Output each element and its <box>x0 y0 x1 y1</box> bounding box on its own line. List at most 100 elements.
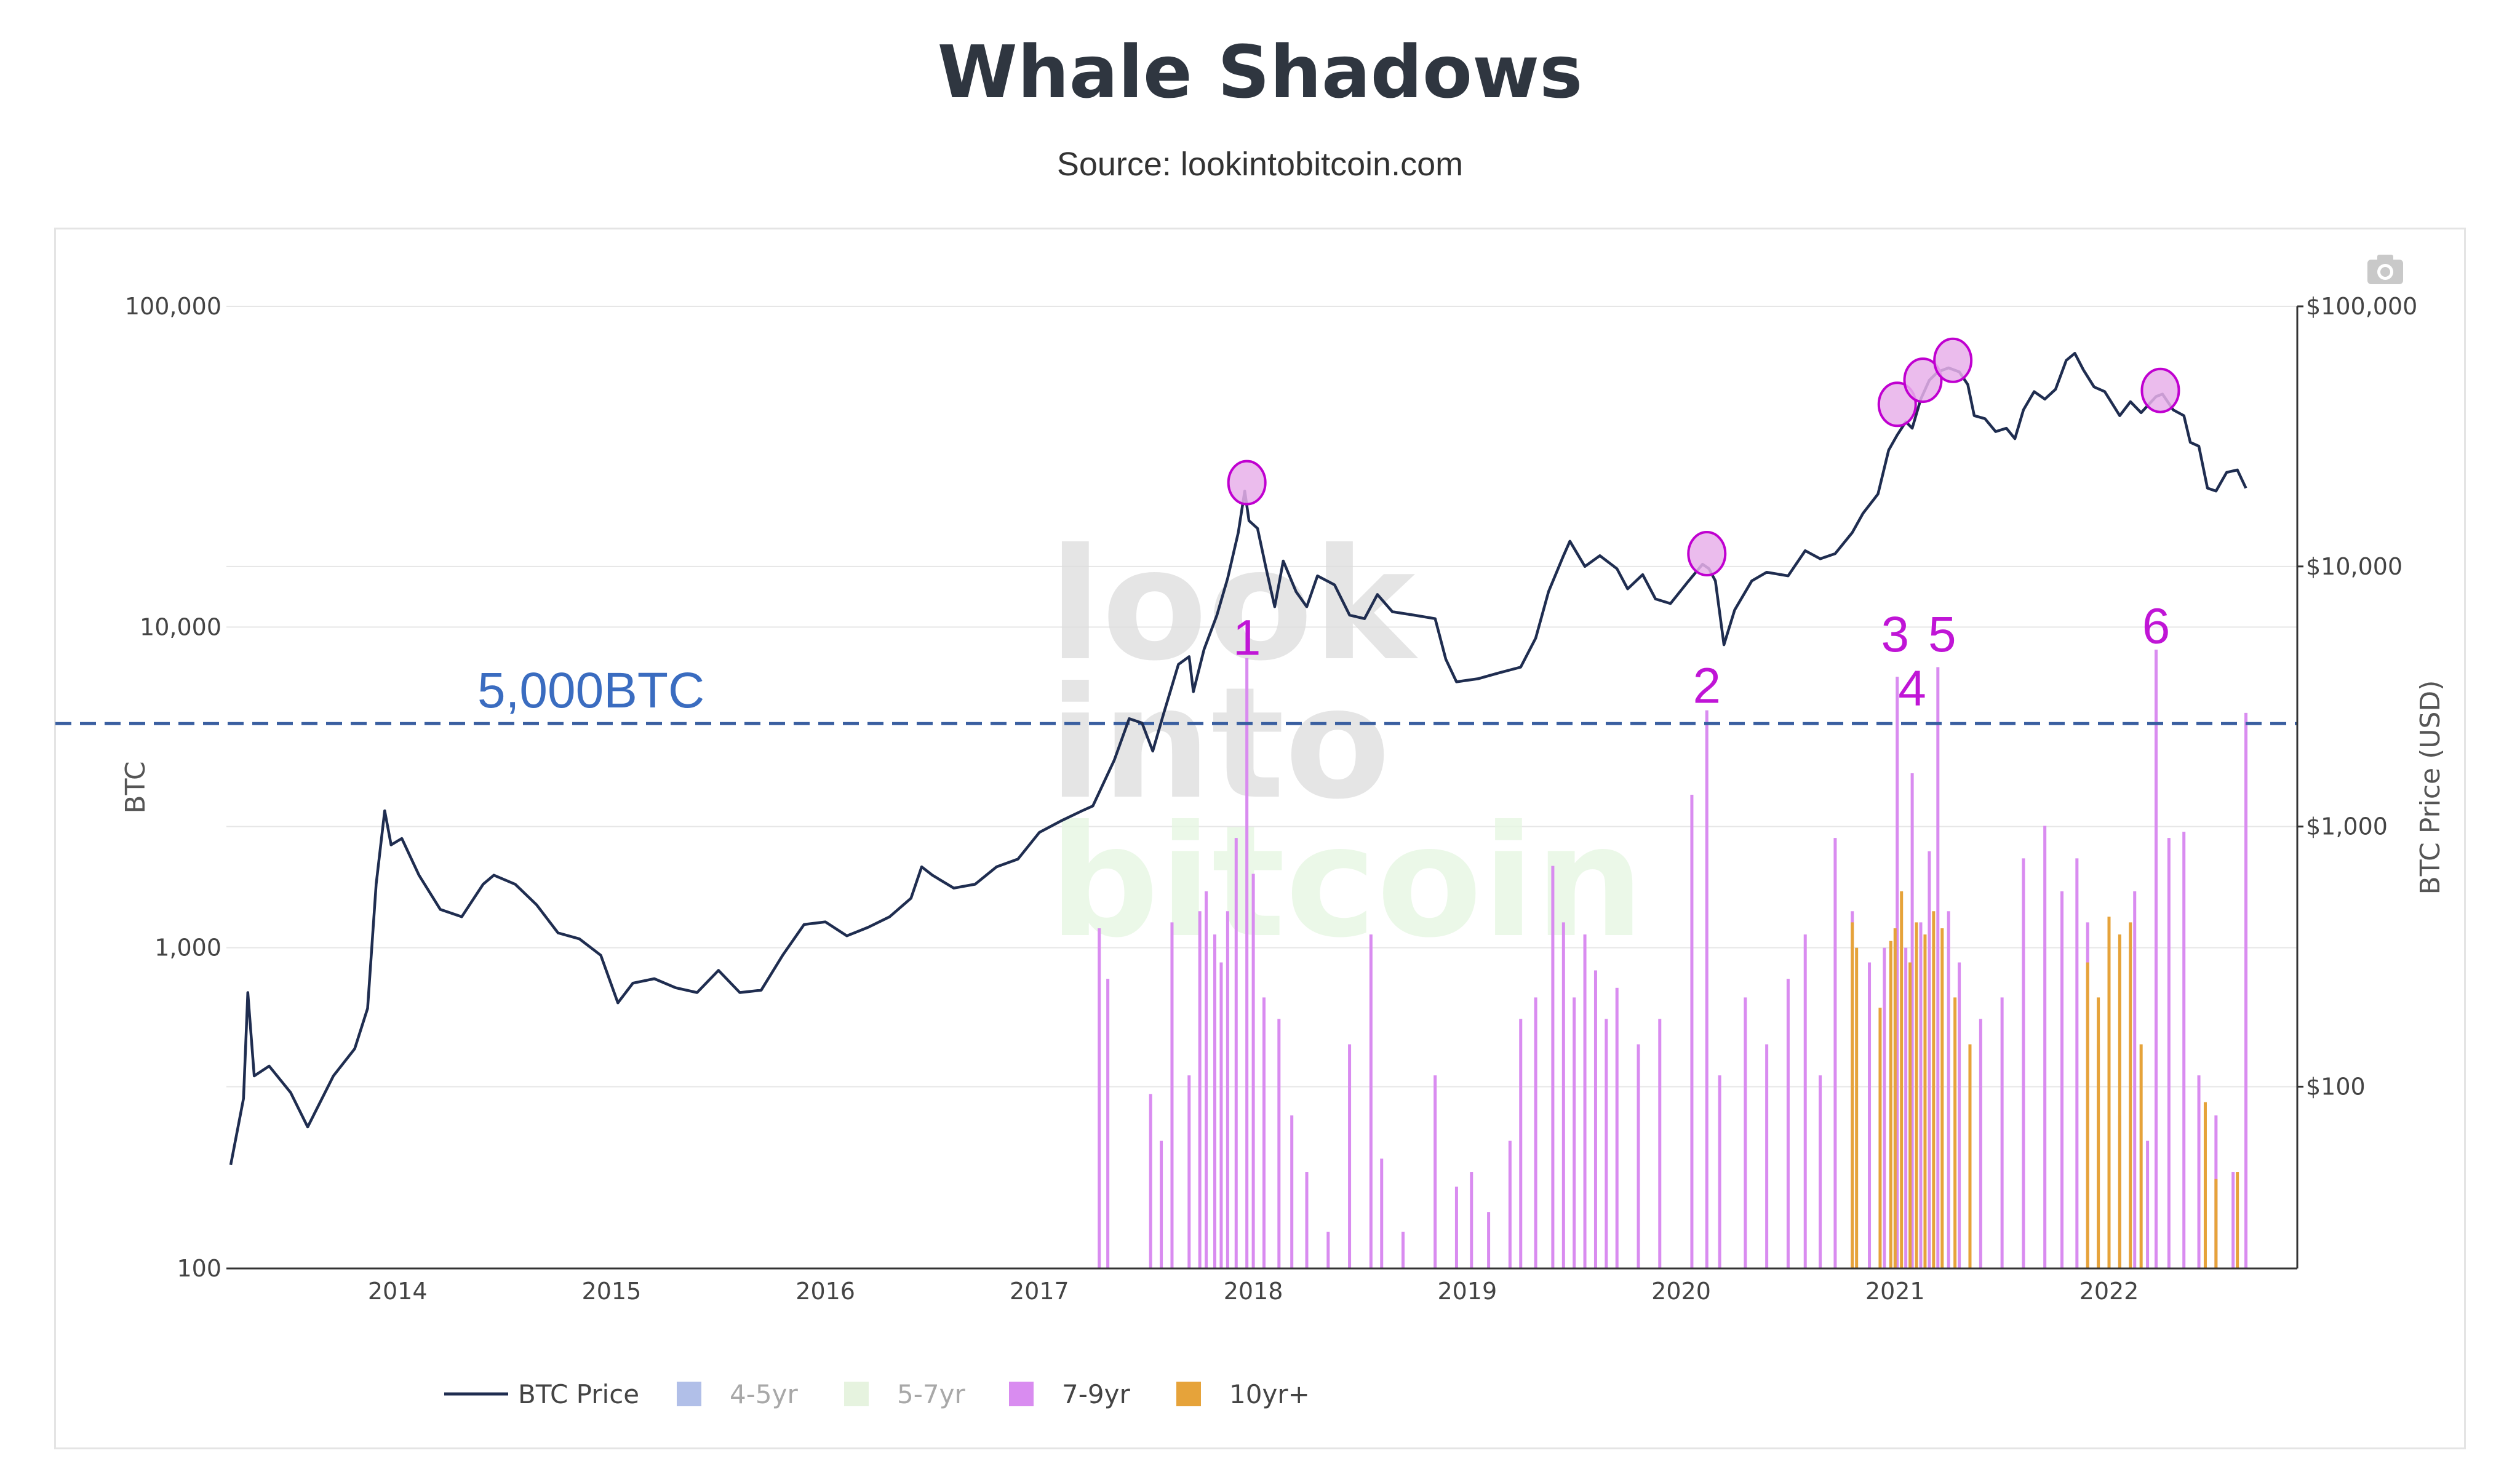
bar-7-9yr <box>1615 987 1619 1268</box>
bar-10yr <box>2129 922 2132 1268</box>
bar-7-9yr <box>1098 928 1101 1268</box>
bar-7-9yr <box>1573 997 1576 1268</box>
bar-7-9yr <box>1205 891 1208 1268</box>
bar-7-9yr <box>1883 947 1886 1268</box>
bar-10yr <box>1932 911 1936 1268</box>
legend-label: 5-7yr <box>897 1379 965 1409</box>
bar-7-9yr <box>1637 1044 1640 1268</box>
bar-7-9yr <box>2244 712 2248 1268</box>
bar-10yr <box>2118 934 2121 1268</box>
bar-10yr <box>1878 1008 1882 1268</box>
bar-7-9yr <box>1919 922 1923 1268</box>
peak-marker-circle <box>1903 357 1943 404</box>
bar-7-9yr <box>1896 677 1899 1268</box>
y-right-tick-label: $100,000 <box>2306 293 2417 320</box>
legend-box-swatch <box>1009 1382 1034 1406</box>
bar-10yr <box>1940 928 1944 1268</box>
y-left-tick-label: 1,000 <box>154 934 221 961</box>
bar-7-9yr <box>2133 891 2137 1268</box>
bar-7-9yr <box>1326 1232 1330 1268</box>
y-right-tick-label: $1,000 <box>2306 813 2388 840</box>
bar-7-9yr <box>2231 1172 2235 1268</box>
x-tick-label: 2020 <box>1651 1278 1711 1305</box>
bar-10yr <box>2203 1102 2207 1268</box>
bar-7-9yr <box>1593 970 1597 1268</box>
bar-7-9yr <box>1936 667 1940 1268</box>
bar-7-9yr <box>1198 911 1202 1268</box>
camera-icon[interactable] <box>2367 255 2403 284</box>
bar-7-9yr <box>1402 1232 1405 1268</box>
bar-7-9yr <box>1149 1094 1152 1268</box>
y-right-tick-label: $100 <box>2306 1073 2366 1100</box>
bar-7-9yr <box>1213 934 1216 1268</box>
bar-7-9yr <box>1487 1212 1491 1268</box>
bar-7-9yr <box>1290 1115 1294 1268</box>
bar-7-9yr <box>1226 911 1229 1268</box>
annotation-number: 2 <box>1693 658 1721 714</box>
x-tick-label: 2017 <box>1010 1278 1069 1305</box>
bar-10yr <box>2214 1179 2218 1268</box>
bar-7-9yr <box>1705 710 1709 1268</box>
bar-7-9yr <box>1277 1019 1281 1268</box>
bar-7-9yr <box>1262 997 1266 1268</box>
bar-7-9yr <box>1187 1075 1191 1268</box>
bar-7-9yr <box>1219 962 1223 1268</box>
bar-7-9yr <box>1786 979 1790 1268</box>
bar-7-9yr <box>1928 851 1931 1268</box>
bar-7-9yr <box>2146 1141 2150 1268</box>
peak-markers <box>1227 337 2180 577</box>
bar-10yr <box>1968 1044 1972 1268</box>
y-right-axis-title: BTC Price (USD) <box>2415 680 2446 895</box>
bar-7-9yr <box>1551 866 1555 1268</box>
bar-10yr <box>1900 891 1904 1268</box>
peak-marker-circle <box>1227 460 1267 506</box>
bar-7-9yr <box>1369 934 1373 1268</box>
bar-7-9yr <box>1979 1019 1982 1268</box>
bar-7-9yr <box>1819 1075 1822 1268</box>
legend-box-swatch <box>844 1382 869 1406</box>
bar-7-9yr <box>1583 934 1587 1268</box>
legend-box-swatch <box>1176 1382 1201 1406</box>
annotation-number: 1 <box>1233 610 1261 666</box>
bar-7-9yr <box>1958 962 1961 1268</box>
legend-label: 7-9yr <box>1062 1379 1130 1409</box>
bar-7-9yr <box>1605 1019 1608 1268</box>
annotation-number: 5 <box>1928 607 1956 663</box>
bar-7-9yr <box>2197 1075 2201 1268</box>
btc-price-line <box>229 352 2247 1166</box>
bar-10yr <box>1855 947 1859 1268</box>
x-tick-label: 2021 <box>1865 1278 1925 1305</box>
bar-7-9yr <box>1519 1019 1523 1268</box>
bar-7-9yr <box>1508 1141 1512 1268</box>
legend-label: 10yr+ <box>1229 1379 1310 1409</box>
x-tick-label: 2022 <box>2079 1278 2139 1305</box>
threshold-label: 5,000BTC <box>477 663 704 719</box>
bar-7-9yr <box>1348 1044 1352 1268</box>
bar-7-9yr <box>1904 947 1908 1268</box>
bar-10yr <box>1953 997 1957 1268</box>
bar-7-9yr <box>1833 838 1837 1268</box>
bar-7-9yr <box>1868 962 1872 1268</box>
bar-7-9yr <box>1251 874 1255 1268</box>
x-tick-label: 2019 <box>1437 1278 1497 1305</box>
peak-marker-circle <box>1687 531 1727 577</box>
bar-7-9yr <box>2075 858 2079 1268</box>
bar-7-9yr <box>1947 911 1950 1268</box>
watermark-line-into: into <box>1049 654 1390 833</box>
peak-marker-circle <box>1877 381 1917 428</box>
bar-10yr <box>1893 928 1897 1268</box>
bar-10yr <box>1889 941 1892 1268</box>
gridlines <box>226 306 2297 1269</box>
y-left-tick-label: 100 <box>177 1255 221 1282</box>
annotation-number: 4 <box>1898 661 1926 717</box>
bar-7-9yr <box>1454 1186 1458 1268</box>
bar-7-9yr <box>2182 832 2186 1268</box>
annotation-number: 3 <box>1881 607 1909 663</box>
bar-7-9yr <box>1380 1158 1384 1268</box>
bar-7-9yr <box>1690 794 1694 1268</box>
bar-10yr <box>1915 922 1918 1268</box>
x-tick-label: 2016 <box>795 1278 855 1305</box>
chart-subtitle: Source: lookintobitcoin.com <box>1056 146 1464 183</box>
bar-7-9yr <box>1910 773 1914 1268</box>
